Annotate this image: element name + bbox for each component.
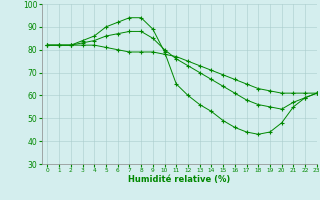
- X-axis label: Humidité relative (%): Humidité relative (%): [128, 175, 230, 184]
